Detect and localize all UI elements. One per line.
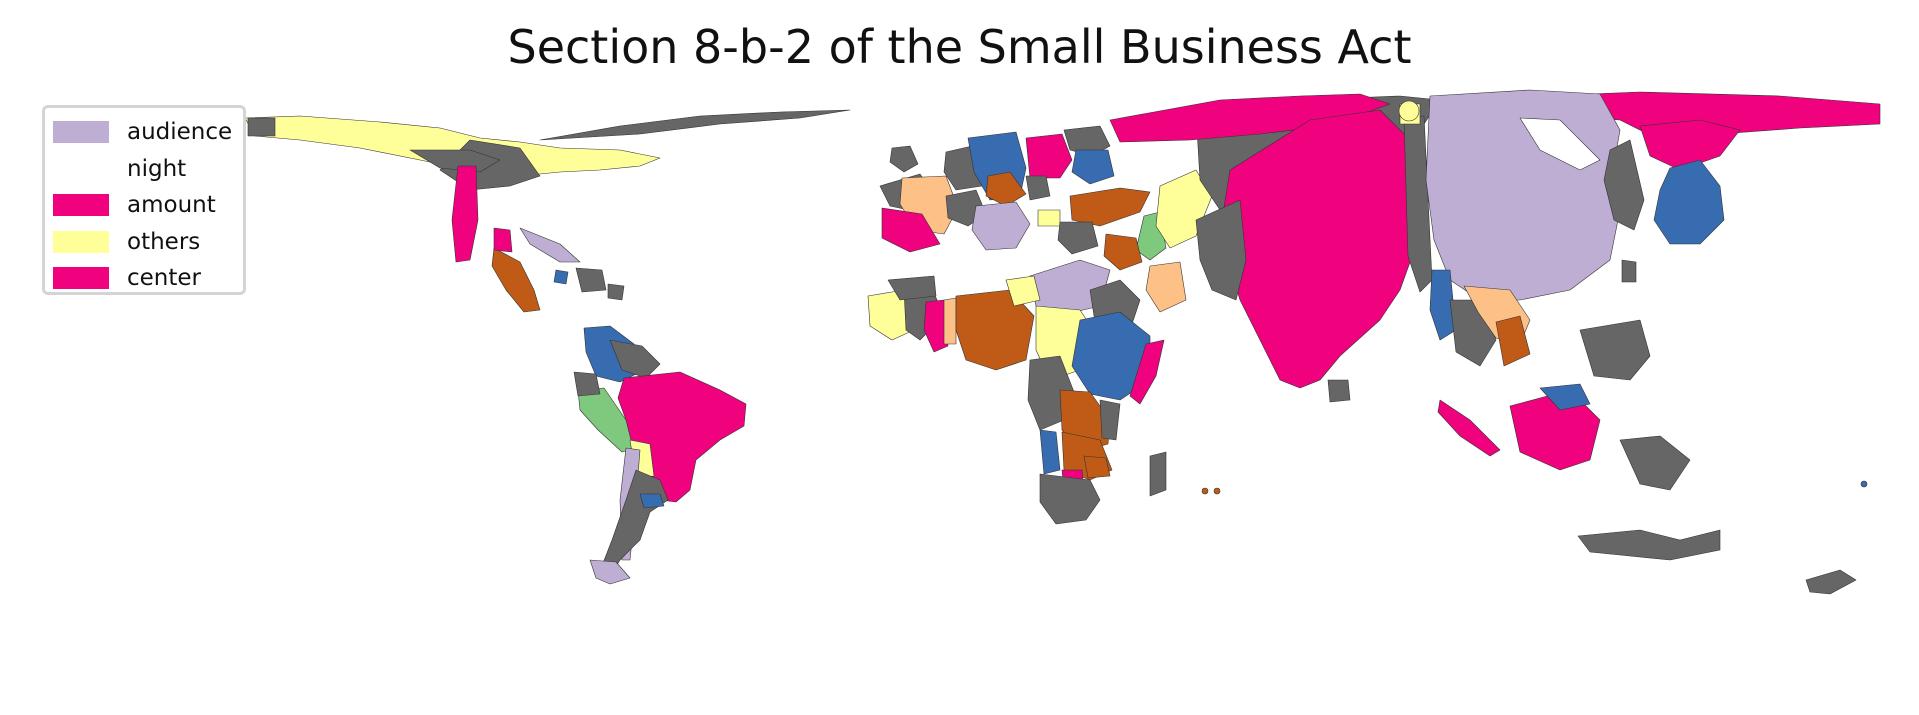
region-ecuador <box>573 371 601 397</box>
region-australia <box>1577 529 1721 561</box>
region-russia-west <box>1025 133 1073 179</box>
region-dot-2 <box>1201 487 1209 495</box>
region-caribbean <box>519 227 581 263</box>
legend-swatch <box>53 121 109 144</box>
region-mexico <box>491 247 541 313</box>
region-myanmar <box>1429 269 1457 341</box>
region-mongolia-gap <box>1519 117 1601 171</box>
region-spain <box>881 207 941 253</box>
legend-item: audience <box>53 114 243 151</box>
region-patagonia <box>589 559 631 585</box>
region-philippines <box>1579 319 1651 381</box>
region-japan <box>1653 159 1725 245</box>
region-mozambique <box>1083 455 1111 479</box>
region-dot-1 <box>1398 100 1420 122</box>
legend-label: night <box>127 155 187 182</box>
legend-swatch <box>53 267 109 290</box>
legend-label: audience <box>127 119 233 146</box>
legend-item: amount <box>53 187 243 224</box>
region-nz <box>1805 569 1857 595</box>
region-malaysia <box>1437 399 1501 457</box>
region-kenya <box>1099 399 1121 441</box>
region-greenland-spike <box>539 109 851 141</box>
region-usa-west <box>451 165 479 263</box>
legend-label: amount <box>127 192 216 219</box>
region-islands <box>575 267 607 293</box>
region-dot-3 <box>1213 487 1221 495</box>
region-uk <box>889 145 919 173</box>
region-sri-lanka <box>1327 379 1351 403</box>
region-north-america-band <box>244 115 661 177</box>
legend-swatch <box>53 230 109 253</box>
region-mauritania <box>923 299 949 353</box>
region-south-africa <box>1039 473 1101 525</box>
region-central-am <box>493 227 513 253</box>
region-dot-4 <box>1860 480 1868 488</box>
region-nepal <box>1403 115 1433 293</box>
region-madagascar <box>1149 451 1167 497</box>
region-taiwan <box>1621 259 1637 283</box>
region-syria <box>1057 221 1099 255</box>
legend-swatch <box>53 194 109 217</box>
region-island2 <box>607 283 625 301</box>
legend-item: others <box>53 224 243 261</box>
region-finland <box>1071 149 1115 185</box>
region-korea <box>1603 139 1645 231</box>
region-poland <box>1025 175 1051 201</box>
legend-label: center <box>127 265 201 292</box>
legend-swatch <box>53 157 109 180</box>
region-egypt <box>1005 275 1041 307</box>
region-arabia <box>1145 261 1187 313</box>
region-cuba <box>553 269 569 285</box>
map-title: Section 8-b-2 of the Small Business Act <box>507 20 1412 74</box>
legend: audience night amount others center <box>42 105 246 295</box>
region-pakistan <box>1195 199 1247 301</box>
region-borneo <box>1539 383 1591 411</box>
legend-label: others <box>127 228 201 255</box>
region-west-africa-gray <box>887 275 937 301</box>
legend-item: center <box>53 260 243 297</box>
region-germany <box>985 171 1027 207</box>
region-ukraine <box>1037 209 1061 227</box>
region-kamchatka <box>1639 119 1741 171</box>
region-angola <box>1039 429 1061 475</box>
region-turkey <box>1069 187 1151 227</box>
region-canada-north <box>409 149 501 173</box>
region-venezuela <box>609 339 661 379</box>
region-somalia <box>1129 339 1165 405</box>
legend-item: night <box>53 151 243 188</box>
region-png <box>1619 435 1691 491</box>
region-uruguay <box>639 493 665 509</box>
region-laos <box>1495 315 1531 367</box>
region-iran <box>1103 233 1143 271</box>
region-mali <box>943 297 957 345</box>
region-balkans <box>971 201 1031 251</box>
region-alaska <box>247 117 276 137</box>
